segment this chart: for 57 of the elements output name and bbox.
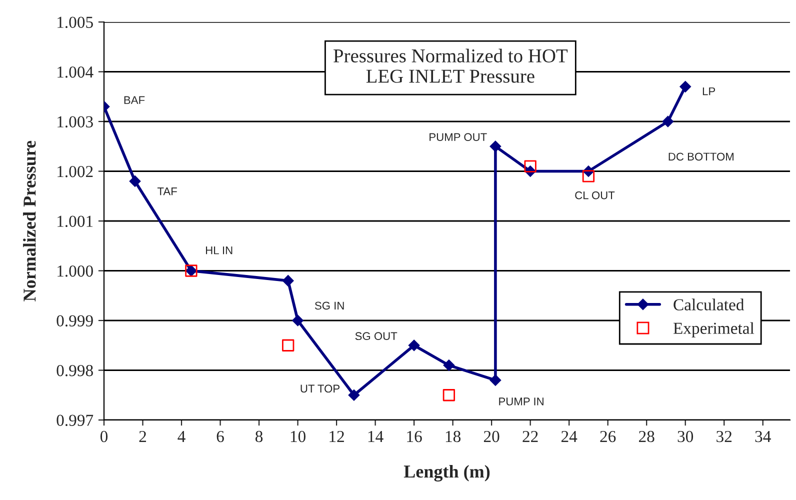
- annotation: SG IN: [314, 302, 344, 310]
- x-tick-label: 14: [368, 430, 384, 442]
- x-tick-label: 34: [755, 430, 771, 442]
- legend-label: Calculated: [674, 298, 744, 310]
- annotation: TAF: [157, 188, 177, 196]
- y-tick-label: 1.004: [58, 66, 94, 78]
- y-tick-label: 1.005: [58, 16, 93, 28]
- y-tick-label: 1.000: [58, 265, 93, 277]
- x-tick-label: 24: [561, 430, 578, 442]
- annotation: PUMP IN: [499, 398, 544, 406]
- legend-label: Experimetal: [673, 322, 754, 338]
- x-tick-label: 30: [678, 430, 694, 442]
- point: [292, 314, 304, 326]
- x-tick-label: 32: [716, 430, 732, 442]
- annotation: SG OUT: [355, 332, 398, 340]
- x-tick-label: 18: [446, 430, 461, 442]
- point: [129, 176, 141, 187]
- y-tick-label: 0.999: [56, 315, 93, 327]
- x-tick-label: 12: [330, 430, 344, 442]
- annotation: HL IN: [206, 246, 232, 254]
- annotation: DC BOTTOM: [668, 152, 734, 161]
- point: [348, 390, 360, 401]
- point: [442, 389, 456, 402]
- point: [490, 374, 502, 386]
- point: [490, 140, 502, 152]
- point: [443, 360, 455, 371]
- y-tick-label: 0.998: [56, 364, 93, 376]
- point: [282, 275, 294, 286]
- x-tick-label: 20: [484, 430, 500, 442]
- y-tick-label: 1.003: [58, 116, 93, 128]
- x-tick-label: 0: [100, 430, 108, 442]
- x-tick-label: 2: [139, 430, 146, 442]
- x-tick-label: 28: [638, 430, 654, 442]
- y-tick-label: 0.997: [56, 414, 94, 426]
- x-tick-label: 22: [522, 430, 538, 442]
- annotation: PUMP OUT: [430, 133, 487, 142]
- y-axis-title: Normalized Pressure: [23, 140, 36, 302]
- x-tick-label: 4: [178, 431, 186, 442]
- point: [680, 81, 691, 92]
- annotation: UT TOP: [300, 384, 340, 393]
- annotation: LP: [702, 87, 716, 96]
- annotation: CL OUT: [575, 191, 615, 200]
- point: [408, 340, 420, 351]
- x-tick-label: 8: [255, 430, 263, 442]
- x-tick-label: 26: [600, 430, 616, 442]
- x-axis-title: Length (m): [404, 464, 490, 482]
- text: Pressures Normalized to HOT LEG INLET Pressure: [334, 48, 568, 83]
- y-tick-label: 1.001: [58, 216, 93, 228]
- point: [282, 339, 294, 352]
- y-tick-label: 1.002: [58, 166, 93, 178]
- point: [582, 170, 595, 182]
- point: [524, 160, 536, 172]
- point: [662, 116, 674, 128]
- x-tick-label: 10: [290, 430, 306, 442]
- annotation: BAF: [124, 96, 145, 104]
- x-tick-label: 16: [407, 430, 422, 442]
- x-tick-label: 6: [216, 430, 224, 442]
